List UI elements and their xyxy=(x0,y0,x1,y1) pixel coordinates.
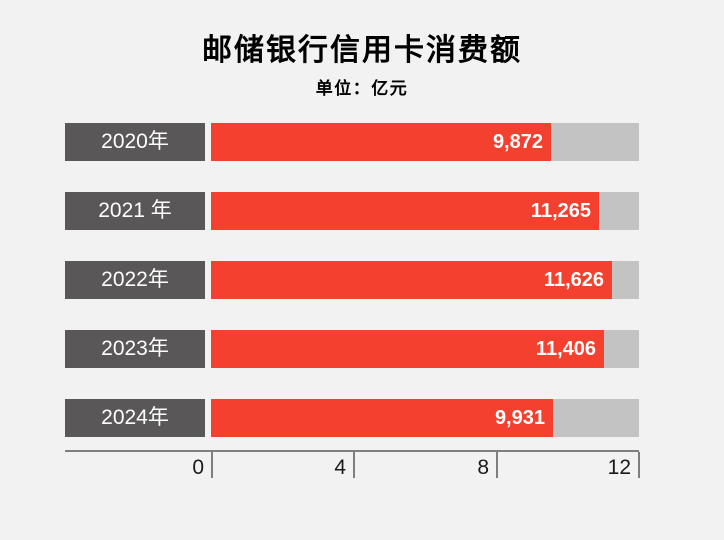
bar-track: 9,872 xyxy=(211,123,639,161)
bar-fill: 11,265 xyxy=(211,192,599,230)
bar-value-label: 9,872 xyxy=(492,131,543,153)
axis-tick-label: 8 xyxy=(477,456,489,479)
bar-row: 2022年 11,626 xyxy=(65,261,639,299)
bar-fill: 11,406 xyxy=(211,330,604,368)
axis-tick-label: 0 xyxy=(192,456,204,479)
bar-track: 11,406 xyxy=(211,330,639,368)
category-label: 2022年 xyxy=(65,261,205,299)
bar-track: 11,265 xyxy=(211,192,639,230)
bar-fill: 11,626 xyxy=(211,261,612,299)
bar-value-label: 11,406 xyxy=(535,338,596,360)
bar-track: 9,931 xyxy=(211,399,639,437)
chart-unit-note: 单位：亿元 xyxy=(315,79,409,98)
axis-tick-label: 12 xyxy=(607,456,631,479)
axis-tick xyxy=(496,452,498,478)
chart-title: 邮储银行信用卡消费额 xyxy=(202,34,522,67)
bar-value-label: 9,931 xyxy=(494,407,545,429)
axis-tick xyxy=(353,452,355,478)
bar-row: 2020年 9,872 xyxy=(65,123,639,161)
bar-fill: 9,872 xyxy=(211,123,551,161)
axis-tick xyxy=(211,452,213,478)
category-label: 2023年 xyxy=(65,330,205,368)
category-label: 2021 年 xyxy=(65,192,205,230)
axis-tick-label: 4 xyxy=(334,456,346,479)
bar-row: 2024年 9,931 xyxy=(65,399,639,437)
bar-fill: 9,931 xyxy=(211,399,553,437)
axis-tick xyxy=(638,452,640,478)
bar-rows: 2020年 9,872 2021 年 11,265 2022年 11,626 2023年 11… xyxy=(65,123,639,439)
bar-value-label: 11,626 xyxy=(543,269,604,291)
x-axis: 0 4 8 12 xyxy=(65,450,640,482)
bar-value-label: 11,265 xyxy=(530,200,591,222)
category-label: 2024年 xyxy=(65,399,205,437)
bar-track: 11,626 xyxy=(211,261,639,299)
bar-row: 2021 年 11,265 xyxy=(65,192,639,230)
category-label: 2020年 xyxy=(65,123,205,161)
bar-row: 2023年 11,406 xyxy=(65,330,639,368)
